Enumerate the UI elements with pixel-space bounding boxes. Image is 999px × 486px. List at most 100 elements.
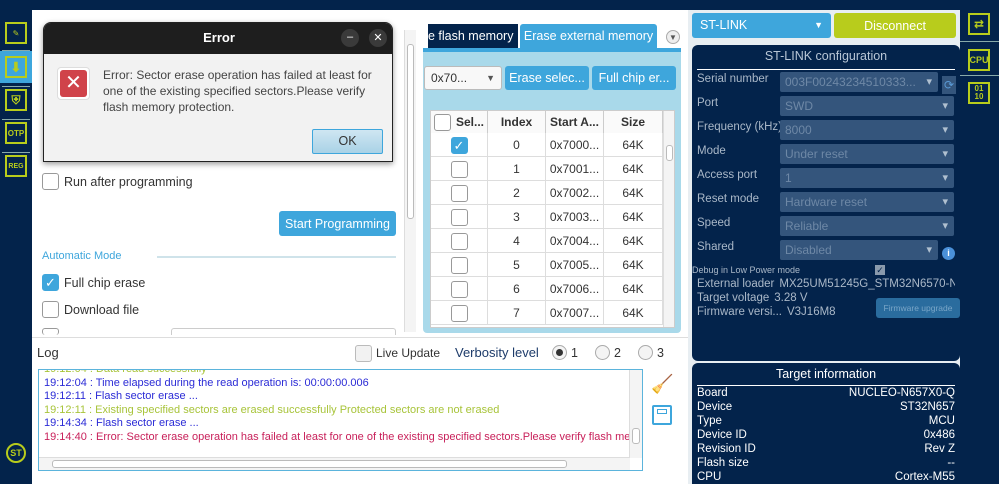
config-label: Access port bbox=[697, 169, 758, 181]
verbosity-radio-2[interactable] bbox=[595, 345, 610, 360]
erase-selected-button[interactable]: Erase selec... bbox=[505, 66, 589, 90]
target-info-row: Revision ID Rev Z bbox=[697, 443, 955, 458]
binary-icon[interactable]: 01 10 bbox=[968, 82, 990, 104]
sector-checkbox[interactable] bbox=[450, 160, 468, 178]
download-file-checkbox[interactable] bbox=[42, 301, 59, 318]
info-icon[interactable]: i bbox=[942, 247, 955, 260]
tabs-menu-chevron-icon[interactable]: ▼ bbox=[666, 30, 680, 44]
refresh-icon[interactable]: ⟳ bbox=[942, 76, 956, 94]
table-row[interactable]: 7 0x7007... 64K bbox=[431, 301, 663, 325]
divider bbox=[697, 69, 955, 70]
size-cell: 64K bbox=[604, 301, 663, 325]
ok-button[interactable]: OK bbox=[312, 129, 383, 154]
select-cell bbox=[431, 277, 488, 301]
log-line: 19:12:11 : Existing specified sectors ar… bbox=[44, 403, 500, 416]
firmware-upgrade-button[interactable]: Firmware upgrade bbox=[876, 298, 960, 318]
disconnect-button[interactable]: Disconnect bbox=[834, 13, 956, 38]
save-icon[interactable] bbox=[652, 405, 672, 425]
table-row[interactable]: 4 0x7004... 64K bbox=[431, 229, 663, 253]
file-path-input[interactable] bbox=[171, 328, 396, 335]
cpu-icon[interactable]: CPU bbox=[968, 49, 990, 71]
config-select[interactable]: 003F00243234510333... bbox=[780, 72, 938, 92]
verbosity-radio-3[interactable] bbox=[638, 345, 653, 360]
log-horizontal-scrollbar[interactable] bbox=[39, 457, 630, 470]
column-header-index[interactable]: Index bbox=[488, 111, 546, 133]
start-address-cell: 0x7005... bbox=[546, 253, 604, 277]
start-address-cell: 0x7003... bbox=[546, 205, 604, 229]
tab-erase-external-memory[interactable]: Erase external memory bbox=[520, 24, 657, 48]
start-programming-button[interactable]: Start Programming bbox=[279, 211, 396, 236]
sector-checkbox[interactable] bbox=[450, 184, 468, 202]
start-address-cell: 0x7007... bbox=[546, 301, 604, 325]
debug-low-power-checkbox[interactable]: ✓ bbox=[875, 265, 885, 275]
config-select[interactable]: 8000 bbox=[780, 120, 954, 140]
live-update-checkbox[interactable] bbox=[355, 345, 372, 362]
config-select[interactable]: Disabled bbox=[780, 240, 938, 260]
edit-icon[interactable]: ✎ bbox=[5, 22, 27, 44]
table-row[interactable]: 2 0x7002... 64K bbox=[431, 181, 663, 205]
table-row[interactable]: 1 0x7001... 64K bbox=[431, 157, 663, 181]
vertical-scrollbar[interactable] bbox=[404, 30, 416, 332]
firmware-version-value: V3J16M8 bbox=[786, 306, 836, 318]
info-value: Cortex-M55 bbox=[894, 471, 955, 483]
sector-checkbox[interactable] bbox=[450, 280, 468, 298]
live-update-label: Live Update bbox=[376, 346, 441, 360]
shield-icon[interactable]: ⛨ bbox=[5, 89, 27, 111]
table-row[interactable]: ✓ 0 0x7000... 64K bbox=[431, 133, 663, 157]
config-label: Speed bbox=[697, 217, 731, 229]
broom-icon[interactable]: 🧹 bbox=[651, 374, 674, 394]
config-select[interactable]: Under reset bbox=[780, 144, 954, 164]
sector-checkbox[interactable]: ✓ bbox=[450, 136, 468, 154]
column-header-select[interactable]: Sel... bbox=[431, 111, 488, 133]
config-label: Frequency (kHz) bbox=[697, 121, 782, 133]
otp-label: OTP bbox=[7, 128, 25, 138]
scrollbar-thumb[interactable] bbox=[52, 460, 567, 468]
interface-select[interactable]: ST-LINK ▼ bbox=[692, 13, 831, 38]
config-select[interactable]: 1 bbox=[780, 168, 954, 188]
binary-line: 10 bbox=[974, 92, 984, 101]
otp-icon[interactable]: OTP bbox=[5, 122, 27, 144]
config-select[interactable]: Reliable bbox=[780, 216, 954, 236]
sector-checkbox[interactable] bbox=[450, 208, 468, 226]
swap-icon[interactable]: ⇄ bbox=[968, 13, 990, 35]
full-chip-erase-button[interactable]: Full chip er... bbox=[592, 66, 676, 90]
chevron-down-icon: ▼ bbox=[814, 20, 823, 30]
scrollbar-thumb[interactable] bbox=[407, 44, 414, 219]
target-voltage-value: 3.28 V bbox=[774, 292, 808, 304]
reg-icon[interactable]: REG bbox=[5, 155, 27, 177]
external-loader-row: External loader MX25UM51245G_STM32N6570-… bbox=[697, 277, 955, 291]
table-row[interactable]: 6 0x7006... 64K bbox=[431, 277, 663, 301]
checkbox[interactable] bbox=[42, 328, 59, 335]
minimize-icon[interactable]: – bbox=[341, 29, 359, 47]
full-chip-erase-checkbox[interactable]: ✓ bbox=[42, 274, 59, 291]
download-icon[interactable]: ⬇ bbox=[5, 56, 27, 78]
log-console[interactable]: 19:12:04 : Data read successfully 19:12:0… bbox=[38, 369, 643, 471]
log-vertical-scrollbar[interactable] bbox=[629, 370, 642, 458]
tab-erase-flash-memory[interactable]: e flash memory bbox=[428, 24, 518, 48]
table-scrollbar[interactable] bbox=[663, 111, 674, 327]
table-row[interactable]: 5 0x7005... 64K bbox=[431, 253, 663, 277]
close-icon[interactable]: ✕ bbox=[369, 29, 387, 47]
scrollbar-thumb[interactable] bbox=[632, 428, 640, 444]
verbosity-radio-1[interactable] bbox=[552, 345, 567, 360]
select-all-checkbox[interactable] bbox=[433, 113, 451, 131]
run-after-checkbox[interactable] bbox=[42, 173, 59, 190]
reg-label: REG bbox=[8, 162, 24, 170]
column-header-start-address[interactable]: Start A... bbox=[546, 111, 604, 133]
sector-checkbox[interactable] bbox=[450, 256, 468, 274]
target-info-row: Flash size -- bbox=[697, 457, 955, 472]
scrollbar-thumb[interactable] bbox=[666, 145, 673, 161]
column-header-size[interactable]: Size bbox=[604, 111, 663, 133]
sector-checkbox[interactable] bbox=[450, 304, 468, 322]
table-row[interactable]: 3 0x7003... 64K bbox=[431, 205, 663, 229]
download-file-label: Download file bbox=[64, 303, 140, 317]
log-lines: 19:12:04 : Data read successfully 19:12:0… bbox=[44, 370, 629, 444]
panel-title: ST-LINK configuration bbox=[764, 49, 888, 63]
address-select[interactable]: 0x70... ▼ bbox=[424, 66, 502, 90]
config-select[interactable]: Hardware reset bbox=[780, 192, 954, 212]
sector-checkbox[interactable] bbox=[450, 232, 468, 250]
config-label: Port bbox=[697, 97, 719, 109]
config-select[interactable]: SWD bbox=[780, 96, 954, 116]
target-info-row: Device ID 0x486 bbox=[697, 429, 955, 444]
target-info-row: Device ST32N657 bbox=[697, 401, 955, 416]
